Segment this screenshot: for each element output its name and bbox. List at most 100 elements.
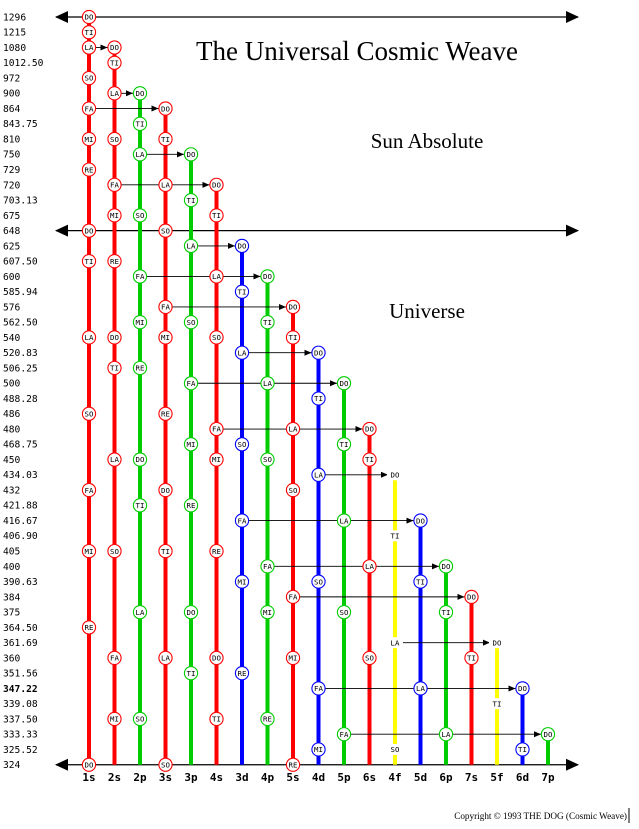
note-label: LA [161, 654, 170, 663]
note-label: DO [85, 13, 94, 22]
note-do: DO [515, 681, 530, 696]
note-circle [515, 742, 530, 757]
note-bg [387, 637, 403, 649]
frequency-label: 675 [3, 211, 20, 222]
note-circle [132, 116, 148, 131]
note-label: TI [518, 745, 527, 754]
note-ti: TI [107, 360, 122, 376]
note-circle [362, 559, 377, 574]
note-la: LA [81, 40, 97, 55]
note-ti: TI [209, 711, 224, 727]
note-circle [132, 711, 148, 727]
orbital-label-2s: 2s [108, 771, 121, 784]
note-label: FA [187, 379, 196, 388]
note-la: LA [438, 727, 454, 742]
note-do: DO [489, 637, 505, 649]
note-circle [260, 376, 275, 391]
note-fa: FA [158, 299, 173, 315]
note-label: MI [289, 654, 298, 663]
note-ti: TI [81, 25, 97, 40]
note-circle [81, 131, 97, 147]
orbital-label-3s: 3s [159, 771, 172, 784]
frequency-label: 625 [3, 241, 20, 252]
universe-label: Universe [389, 299, 465, 323]
note-so: SO [183, 315, 199, 330]
note-circle [438, 604, 454, 620]
note-label: DO [263, 272, 272, 281]
frequency-label: 339.08 [3, 699, 38, 710]
note-label: RE [110, 257, 119, 266]
note-ti: TI [413, 574, 428, 589]
frequency-label: 364.50 [3, 623, 38, 634]
note-ti: TI [464, 650, 479, 666]
note-label: SO [314, 577, 323, 586]
note-circle [107, 650, 122, 666]
frequency-axis: 1296 1215 1080 1012.50 972 900 864 843.75 810 750… [3, 12, 44, 771]
note-label: RE [238, 669, 247, 678]
note-mi: MI [81, 543, 97, 559]
note-circle [336, 513, 352, 528]
frequency-label: 562.50 [3, 318, 38, 329]
note-circle [81, 40, 97, 55]
note-label: SO [391, 745, 400, 754]
note-label: TI [136, 501, 145, 510]
note-la: LA [158, 177, 173, 193]
note-re: RE [260, 711, 275, 727]
note-bg [387, 469, 403, 481]
note-ti: TI [81, 254, 97, 269]
note-bg [489, 698, 505, 710]
note-circle [183, 604, 199, 620]
note-circle [285, 330, 301, 345]
note-circle [285, 299, 301, 315]
note-label: TI [161, 547, 170, 556]
note-do: DO [158, 482, 173, 498]
note-label: DO [161, 486, 170, 495]
note-mi: MI [285, 650, 301, 666]
note-circle [209, 330, 224, 345]
note-so: SO [209, 330, 224, 345]
note-label: TI [161, 135, 170, 144]
note-label: TI [110, 58, 119, 67]
note-label: DO [85, 226, 94, 235]
note-label: LA [136, 608, 145, 617]
note-circle [183, 147, 199, 162]
note-fa: FA [234, 513, 250, 528]
note-do: DO [362, 421, 377, 437]
note-label: SO [365, 654, 374, 663]
note-la: LA [132, 147, 148, 162]
note-circle [234, 345, 250, 360]
frequency-label: 729 [3, 165, 21, 176]
note-label: LA [442, 730, 451, 739]
note-fa: FA [311, 681, 326, 696]
frequency-label: 390.63 [3, 577, 38, 588]
note-label: FA [85, 104, 94, 113]
frequency-label: 325.52 [3, 745, 38, 756]
note-label: DO [136, 455, 145, 464]
note-label: LA [85, 43, 94, 52]
note-circle [158, 650, 173, 666]
note-circle [183, 437, 199, 452]
note-circle [158, 757, 173, 772]
frequency-label: 400 [3, 562, 21, 573]
orbital-label-4p: 4p [261, 771, 275, 784]
note-ti: TI [183, 192, 199, 208]
note-label: FA [289, 593, 298, 602]
note-la: LA [183, 238, 199, 254]
note-circle [81, 162, 97, 177]
note-circle [464, 589, 479, 605]
note-fa: FA [107, 177, 122, 193]
note-circle [81, 9, 97, 25]
note-la: LA [285, 421, 301, 437]
note-label: DO [289, 303, 298, 312]
note-circle [107, 40, 122, 55]
note-mi: MI [132, 315, 148, 330]
note-label: LA [263, 379, 272, 388]
note-label: DO [161, 104, 170, 113]
note-label: DO [136, 89, 145, 98]
note-label: TI [212, 715, 221, 724]
note-circle [413, 574, 428, 589]
note-ti: TI [285, 330, 301, 345]
note-label: FA [340, 730, 349, 739]
note-label: RE [187, 501, 196, 510]
note-la: LA [132, 604, 148, 620]
